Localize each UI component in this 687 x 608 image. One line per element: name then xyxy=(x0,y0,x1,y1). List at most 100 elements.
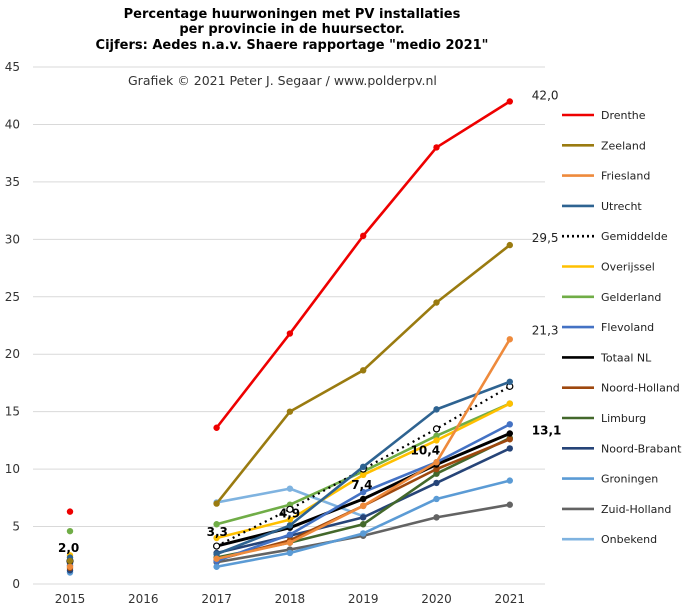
data-label: 10,4 xyxy=(411,444,441,458)
data-label: 3,3 xyxy=(207,525,228,539)
y-tick-label: 10 xyxy=(5,462,20,476)
x-tick-label: 2016 xyxy=(128,592,159,606)
legend-item: Onbekend xyxy=(562,533,657,546)
data-point xyxy=(213,555,220,562)
x-tick-label: 2017 xyxy=(201,592,232,606)
legend-label: Gemiddelde xyxy=(601,230,668,243)
data-point xyxy=(433,479,440,487)
data-point xyxy=(433,432,440,439)
data-point xyxy=(66,508,74,515)
data-point xyxy=(506,400,513,407)
legend-label: Flevoland xyxy=(601,321,654,334)
data-point xyxy=(213,521,220,528)
legend-label: Drenthe xyxy=(601,109,646,122)
y-tick-label: 45 xyxy=(5,60,20,74)
legend-item: Totaal NL xyxy=(562,351,652,364)
data-point xyxy=(360,502,367,510)
data-point xyxy=(433,144,440,151)
data-point xyxy=(286,549,294,557)
data-point xyxy=(506,477,513,484)
legend-item: Friesland xyxy=(562,170,650,183)
data-label: 21,3 xyxy=(532,323,559,337)
data-label: 42,0 xyxy=(532,88,559,102)
data-point xyxy=(286,485,294,492)
data-point xyxy=(286,408,294,415)
data-point xyxy=(506,501,513,508)
series-line xyxy=(215,100,511,429)
y-tick-label: 20 xyxy=(5,347,20,361)
legend-item: Noord-Holland xyxy=(562,382,680,395)
data-point xyxy=(433,514,440,521)
y-tick-label: 0 xyxy=(12,577,20,591)
x-tick-label: 2020 xyxy=(421,592,452,606)
y-tick-label: 35 xyxy=(5,175,20,189)
data-point xyxy=(66,527,74,535)
legend-label: Zuid-Holland xyxy=(601,503,671,516)
data-point xyxy=(213,542,221,550)
chart-credit: Grafiek © 2021 Peter J. Segaar / www.pol… xyxy=(128,73,437,88)
data-point xyxy=(360,495,367,503)
series-line xyxy=(216,385,511,548)
series-lines xyxy=(66,98,514,576)
legend-label: Noord-Brabant xyxy=(601,442,682,455)
x-tick-label: 2019 xyxy=(348,592,379,606)
legend-label: Totaal NL xyxy=(600,351,652,364)
legend-label: Friesland xyxy=(601,170,650,183)
legend-label: Zeeland xyxy=(601,139,646,152)
legend-label: Noord-Holland xyxy=(601,382,680,395)
x-tick-label: 2015 xyxy=(55,592,86,606)
chart-title: Percentage huurwoningen met PV installat… xyxy=(96,7,489,53)
data-point xyxy=(432,425,441,433)
legend: Drenthe Zeeland Friesland Utrecht Gemiddelde… xyxy=(562,109,682,546)
legend-item: Noord-Brabant xyxy=(562,442,682,455)
data-point xyxy=(433,437,440,444)
series-zeeland xyxy=(66,241,513,565)
data-point xyxy=(360,530,367,537)
data-point xyxy=(433,459,440,466)
data-point xyxy=(286,539,294,546)
legend-item: Gelderland xyxy=(562,291,661,304)
legend-label: Groningen xyxy=(601,473,658,486)
data-label: 2,0 xyxy=(58,541,79,555)
data-point xyxy=(360,521,367,528)
legend-item: Gemiddelde xyxy=(562,230,668,243)
x-axis: 2015 2016 2017 2018 2019 2020 2021 xyxy=(55,592,525,606)
legend-item: Utrecht xyxy=(562,200,642,213)
data-point xyxy=(506,378,513,385)
legend-item: Drenthe xyxy=(562,109,646,122)
data-point xyxy=(506,98,513,105)
series-drenthe xyxy=(66,98,513,515)
data-point xyxy=(506,421,513,428)
data-point xyxy=(506,445,513,452)
x-tick-label: 2018 xyxy=(275,592,306,606)
legend-item: Groningen xyxy=(562,473,658,486)
data-point xyxy=(213,500,220,507)
series-overijssel xyxy=(66,400,513,559)
data-point xyxy=(286,505,294,513)
legend-item: Overijssel xyxy=(562,261,655,274)
title-line: per provincie in de huursector. xyxy=(179,22,404,37)
data-point xyxy=(433,406,440,413)
x-tick-label: 2021 xyxy=(495,592,526,606)
legend-label: Limburg xyxy=(601,412,646,425)
title-line: Percentage huurwoningen met PV installat… xyxy=(124,7,461,22)
y-axis: 0 5 10 15 20 25 30 35 40 45 xyxy=(5,60,20,591)
data-point xyxy=(433,299,440,306)
legend-label: Utrecht xyxy=(601,200,642,213)
legend-label: Gelderland xyxy=(601,291,661,304)
data-point xyxy=(360,488,367,496)
series-gemiddelde xyxy=(66,382,514,565)
data-point xyxy=(286,531,294,538)
y-tick-label: 15 xyxy=(5,405,20,419)
data-point xyxy=(286,522,294,529)
title-line: Cijfers: Aedes n.a.v. Shaere rapportage … xyxy=(96,38,489,53)
data-point xyxy=(286,516,294,523)
data-point xyxy=(213,534,220,542)
y-tick-label: 5 xyxy=(12,520,20,534)
data-point xyxy=(506,336,513,343)
legend-label: Overijssel xyxy=(601,261,655,274)
y-tick-label: 25 xyxy=(5,290,20,304)
data-label: 7,4 xyxy=(351,478,372,492)
grid xyxy=(33,66,545,585)
